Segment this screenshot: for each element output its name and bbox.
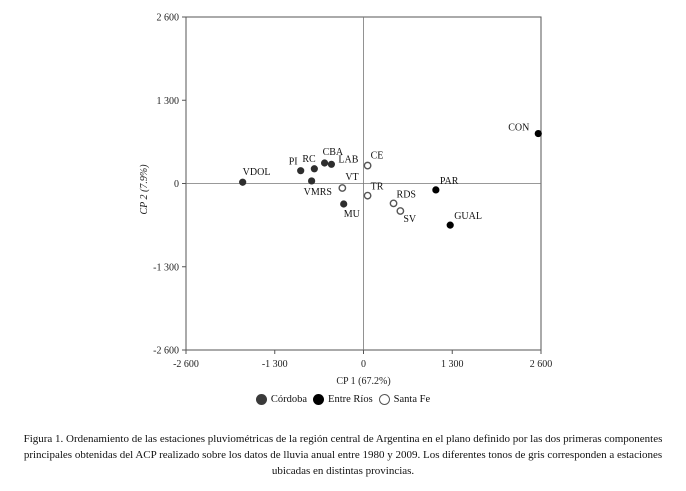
data-point-pi bbox=[297, 167, 305, 175]
data-label-rc: RC bbox=[302, 154, 316, 165]
data-label-vdol: VDOL bbox=[243, 167, 271, 178]
data-point-mu bbox=[340, 200, 348, 208]
y-tick-label: 1 300 bbox=[157, 96, 180, 107]
legend-swatch-cordoba bbox=[255, 394, 267, 405]
legend-swatch-santa-fe bbox=[378, 394, 390, 405]
data-point-vmrs bbox=[308, 177, 316, 185]
data-point-sv bbox=[396, 207, 405, 215]
legend-label-cordoba: Córdoba bbox=[270, 394, 308, 405]
x-tick-label: -1 300 bbox=[262, 359, 288, 370]
figure-caption: Figura 1. Ordenamiento de las estaciones… bbox=[23, 433, 663, 477]
data-label-lab: LAB bbox=[338, 154, 358, 165]
data-point-lab bbox=[327, 160, 336, 168]
x-tick-label: 0 bbox=[361, 359, 366, 370]
data-label-mu: MU bbox=[344, 209, 361, 220]
x-tick-label: -2 600 bbox=[173, 359, 199, 370]
legend-item-cordoba: Córdoba bbox=[255, 394, 308, 405]
data-point-par bbox=[432, 186, 440, 194]
data-point-cba bbox=[320, 159, 329, 167]
data-label-vmrs: VMRS bbox=[304, 187, 332, 198]
legend: Córdoba Entre Ríos Santa Fe bbox=[0, 394, 686, 405]
data-point-vt bbox=[338, 184, 347, 192]
data-label-ce: CE bbox=[371, 151, 384, 162]
data-label-tr: TR bbox=[371, 182, 384, 193]
y-tick-label: 2 600 bbox=[157, 13, 180, 24]
legend-item-santa-fe: Santa Fe bbox=[378, 394, 431, 405]
x-tick-label: 2 600 bbox=[530, 359, 553, 370]
data-label-par: PAR bbox=[440, 176, 459, 187]
data-label-cba: CBA bbox=[323, 147, 344, 158]
data-point-ce bbox=[363, 161, 372, 170]
data-point-vdol bbox=[239, 178, 247, 186]
data-label-sv: SV bbox=[403, 214, 417, 225]
data-label-gual: GUAL bbox=[454, 211, 482, 222]
data-point-tr bbox=[363, 191, 372, 200]
x-axis-title: CP 1 (67.2%) bbox=[336, 376, 390, 387]
y-tick-label: -2 600 bbox=[153, 346, 179, 357]
x-tick-label: 1 300 bbox=[441, 359, 464, 370]
data-point-rc bbox=[310, 165, 318, 173]
legend-item-entre-rios: Entre Ríos bbox=[313, 394, 373, 405]
legend-label-santa-fe: Santa Fe bbox=[393, 394, 431, 405]
y-tick-label: 0 bbox=[174, 179, 179, 190]
scatter-chart: -2 600 -1 300 0 1 300 2 600 2 600 1 300 0 -1 300… bbox=[139, 13, 553, 388]
y-tick-label: -1 300 bbox=[153, 262, 179, 273]
data-point-rds bbox=[389, 199, 398, 208]
y-axis-title: CP 2 (7.9%) bbox=[139, 164, 150, 215]
data-point-gual bbox=[446, 221, 454, 229]
legend-label-entre-rios: Entre Ríos bbox=[328, 394, 373, 405]
data-label-vt: VT bbox=[345, 172, 358, 183]
data-label-rds: RDS bbox=[397, 189, 416, 200]
data-label-pi: PI bbox=[289, 157, 298, 168]
legend-swatch-entre-rios bbox=[313, 394, 325, 405]
data-point-con bbox=[534, 129, 542, 138]
data-label-con: CON bbox=[508, 123, 529, 134]
